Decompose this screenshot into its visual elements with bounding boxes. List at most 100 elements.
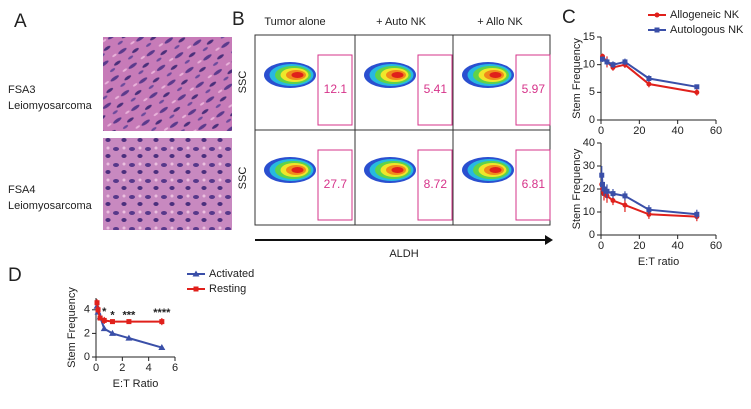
sample-type: Leiomyosarcoma: [8, 200, 93, 212]
marker: [159, 319, 165, 325]
density-contour: [489, 72, 502, 78]
sample-name: FSA4: [8, 184, 36, 196]
marker: [599, 172, 605, 178]
x-label: E:T ratio: [638, 256, 679, 268]
marker: [694, 211, 700, 217]
marker: [694, 89, 700, 95]
gate-value: 27.7: [324, 177, 348, 191]
sample-type: Leiomyosarcoma: [8, 100, 93, 112]
y-tick-label: 20: [583, 183, 595, 195]
histology-image: [103, 138, 232, 230]
marker: [158, 344, 166, 351]
histology-image: [103, 37, 232, 131]
marker: [126, 319, 132, 325]
x-label: E:T Ratio: [113, 378, 159, 390]
series-line: [601, 55, 698, 94]
marker: [108, 329, 116, 336]
gate-value: 5.41: [424, 82, 448, 96]
y-label: Stem Frequency: [66, 287, 78, 368]
legend-marker: [654, 12, 660, 18]
legend-label: Allogeneic NK: [670, 9, 740, 21]
legend-marker: [193, 286, 199, 292]
gate-value: 5.97: [522, 82, 546, 96]
marker: [622, 59, 628, 65]
legend-marker: [654, 27, 660, 33]
y-tick-label: 40: [583, 137, 595, 149]
legend-label: Activated: [209, 268, 254, 280]
panel-label: A: [14, 11, 27, 32]
y-tick-label: 2: [84, 327, 90, 339]
marker: [610, 191, 616, 197]
marker: [604, 59, 610, 65]
gate-value: 6.81: [522, 177, 546, 191]
axis: [600, 37, 716, 121]
significance: *: [102, 306, 107, 318]
x-tick-label: 0: [598, 125, 604, 137]
y-tick-label: 4: [84, 304, 90, 316]
marker: [694, 84, 700, 90]
density-contour: [291, 167, 304, 173]
gate: [515, 149, 551, 221]
gate: [317, 54, 353, 126]
x-label: ALDH: [389, 248, 418, 260]
density-contour: [391, 72, 404, 78]
marker: [94, 300, 100, 306]
significance: *: [110, 309, 115, 321]
y-tick-label: 0: [84, 351, 90, 363]
column-title: Tumor alone: [264, 16, 325, 28]
y-tick-label: 10: [583, 206, 595, 218]
gate-value: 8.72: [424, 177, 448, 191]
marker: [622, 193, 628, 199]
y-label: Stem Frequency: [571, 148, 583, 229]
marker: [125, 334, 133, 341]
marker: [100, 325, 108, 332]
legend-label: Autologous NK: [670, 24, 744, 36]
density-contour: [291, 72, 304, 78]
marker: [646, 76, 652, 81]
axis: [600, 143, 716, 236]
legend-marker: [192, 270, 200, 277]
marker: [610, 198, 616, 203]
x-tick-label: 20: [633, 240, 645, 252]
x-tick-label: 4: [146, 362, 152, 374]
marker: [610, 62, 616, 68]
density-contour: [489, 167, 502, 173]
marker: [599, 56, 605, 62]
gate: [417, 54, 453, 126]
arrow-head: [545, 235, 553, 245]
density-contour: [391, 167, 404, 173]
marker: [109, 319, 115, 325]
y-tick-label: 30: [583, 160, 595, 172]
gate: [515, 54, 551, 126]
y-tick-label: 0: [589, 229, 595, 241]
marker: [101, 317, 107, 323]
significance: ***: [122, 309, 136, 321]
y-label: SSC: [237, 71, 249, 94]
x-tick-label: 2: [119, 362, 125, 374]
x-tick-label: 20: [633, 125, 645, 137]
gate: [317, 149, 353, 221]
marker: [95, 307, 101, 313]
marker: [622, 202, 628, 208]
x-tick-label: 6: [172, 362, 178, 374]
x-tick-label: 40: [672, 240, 684, 252]
panel-label: C: [562, 7, 576, 28]
x-tick-label: 0: [93, 362, 99, 374]
y-label: SSC: [237, 167, 249, 190]
significance: ****: [153, 307, 171, 319]
gate: [417, 149, 453, 221]
x-tick-label: 60: [710, 125, 722, 137]
y-tick-label: 0: [589, 114, 595, 126]
panel-label: B: [232, 9, 245, 30]
panel-label: D: [8, 265, 22, 286]
marker: [646, 81, 652, 87]
y-tick-label: 10: [583, 59, 595, 71]
flow-panel: [254, 34, 553, 245]
y-tick-label: 15: [583, 31, 595, 43]
marker: [601, 186, 607, 192]
sample-name: FSA3: [8, 84, 36, 96]
gate-value: 12.1: [324, 82, 348, 96]
y-tick-label: 5: [589, 86, 595, 98]
column-title: + Auto NK: [376, 16, 427, 28]
